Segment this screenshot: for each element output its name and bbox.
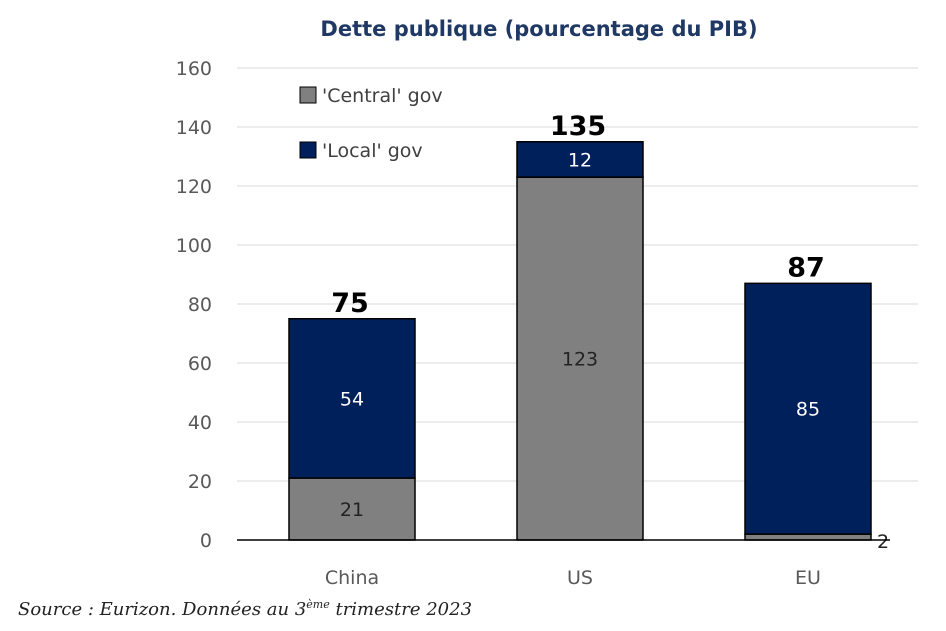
bar-eu-series-0 <box>744 533 872 541</box>
y-tick-label-80: 80 <box>188 294 212 316</box>
bar-china-series-0 <box>288 477 416 541</box>
legend-label-1: 'Local' gov <box>322 140 423 162</box>
x-tick-label-china: China <box>325 567 379 589</box>
bar-china-series-1 <box>288 318 416 479</box>
legend-swatch-1 <box>299 141 317 159</box>
legend: 'Central' gov 'Local' gov <box>299 85 443 162</box>
total-label-eu: 87 <box>787 252 825 283</box>
legend-label-0: 'Central' gov <box>322 85 443 107</box>
y-tick-label-100: 100 <box>176 235 212 257</box>
value-label-us-series-1: 12 <box>568 149 592 171</box>
bar-eu-series-1 <box>744 282 872 535</box>
value-label-eu-series-0: 2 <box>877 531 889 553</box>
bar-us-series-1 <box>516 141 644 178</box>
y-tick-label-0: 0 <box>200 530 212 552</box>
y-tick-label-60: 60 <box>188 353 212 375</box>
value-label-china-series-1: 54 <box>340 388 364 410</box>
total-label-us: 135 <box>550 111 606 142</box>
y-tick-label-120: 120 <box>176 176 212 198</box>
source-text-end: trimestre 2023 <box>329 599 473 620</box>
y-tick-label-160: 160 <box>176 58 212 80</box>
y-tick-label-40: 40 <box>188 412 212 434</box>
y-tick-label-140: 140 <box>176 117 212 139</box>
value-label-eu-series-1: 85 <box>796 399 820 421</box>
value-label-china-series-0: 21 <box>340 499 364 521</box>
source-note: Source : Eurizon. Données au 3ème trimes… <box>18 598 472 620</box>
stacked-bar-chart: Dette publique (pourcentage du PIB) 0 20 4… <box>176 17 918 589</box>
total-label-china: 75 <box>331 288 369 319</box>
x-tick-label-eu: EU <box>795 567 821 589</box>
source-superscript: ème <box>306 598 330 611</box>
bars: 21 54 75 China 123 12 135 US 2 85 87 EU <box>237 111 890 589</box>
source-text: Source : Eurizon. Données au 3 <box>18 599 307 620</box>
y-axis-ticks: 0 20 40 60 80 100 120 140 160 <box>176 58 212 552</box>
x-tick-label-us: US <box>567 567 593 589</box>
value-label-us-series-0: 123 <box>562 349 598 371</box>
y-tick-label-20: 20 <box>188 471 212 493</box>
chart-title: Dette publique (pourcentage du PIB) <box>320 17 757 41</box>
bar-us-series-0 <box>516 176 644 541</box>
legend-swatch-0 <box>299 86 317 104</box>
